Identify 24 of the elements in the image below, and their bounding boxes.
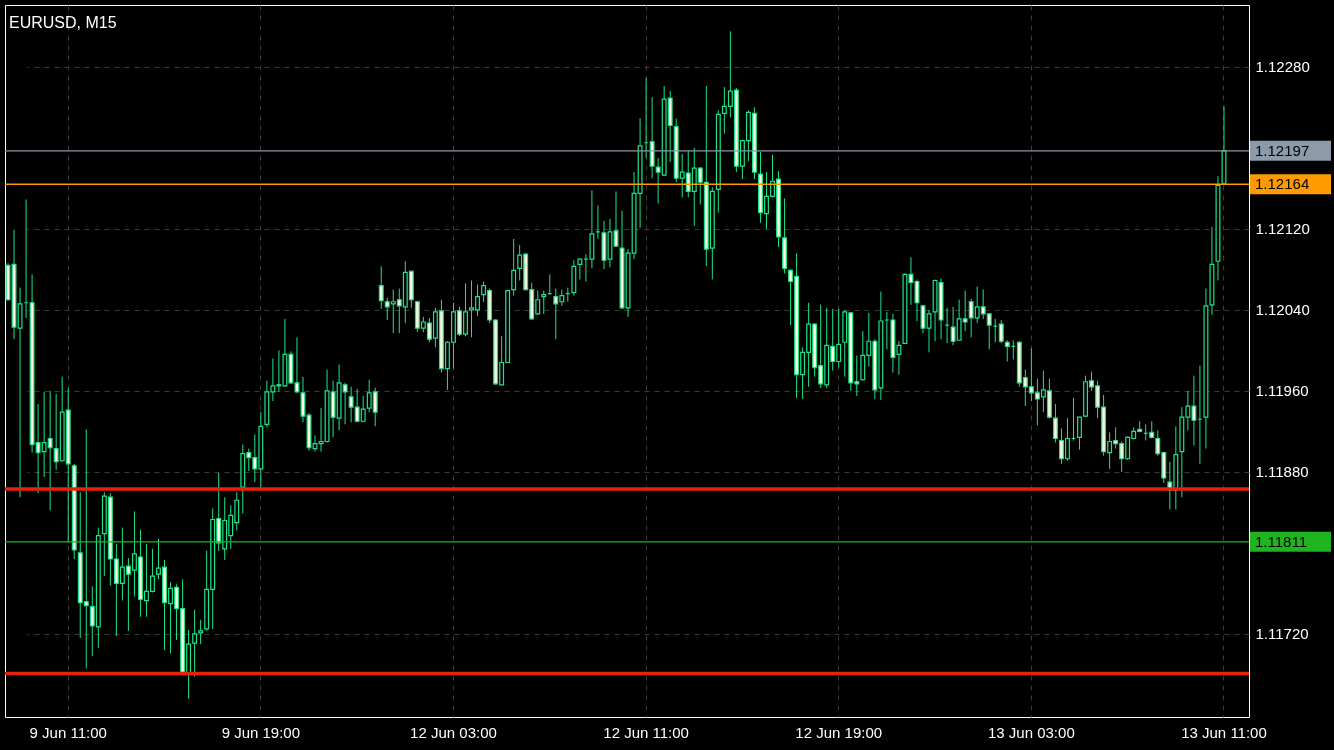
ref-line-label: 1.12197: [1255, 141, 1310, 159]
candlestick: [378, 265, 384, 310]
candlestick: [577, 258, 583, 280]
y-tick-label: 1.12280: [1255, 58, 1310, 76]
x-tick-label: 13 Jun 11:00: [1181, 723, 1267, 741]
candlestick: [1052, 403, 1058, 444]
y-tick-label: 1.12120: [1255, 220, 1310, 238]
y-tick-label: 1.12040: [1255, 301, 1310, 319]
candlestick: [541, 290, 547, 315]
y-tick-label: 1.11880: [1255, 463, 1309, 481]
x-tick-label: 13 Jun 03:00: [987, 723, 1075, 741]
x-tick-label: 12 Jun 03:00: [410, 723, 497, 741]
x-tick-label: 9 Jun 19:00: [221, 723, 301, 741]
ref-line-label: 1.11811: [1255, 532, 1307, 550]
candlestick: [511, 238, 517, 297]
ref-line-label: 1.12164: [1255, 175, 1310, 193]
x-tick-label: 12 Jun 11:00: [603, 723, 689, 741]
x-tick-label: 12 Jun 19:00: [795, 723, 883, 741]
x-tick-label: 9 Jun 11:00: [29, 723, 107, 741]
y-tick-label: 1.11720: [1255, 625, 1309, 643]
candlestick: [998, 319, 1004, 344]
text: EURUSD, M15: [9, 14, 117, 31]
candlestick: [1077, 416, 1082, 451]
y-tick-label: 1.11960: [1255, 382, 1309, 400]
